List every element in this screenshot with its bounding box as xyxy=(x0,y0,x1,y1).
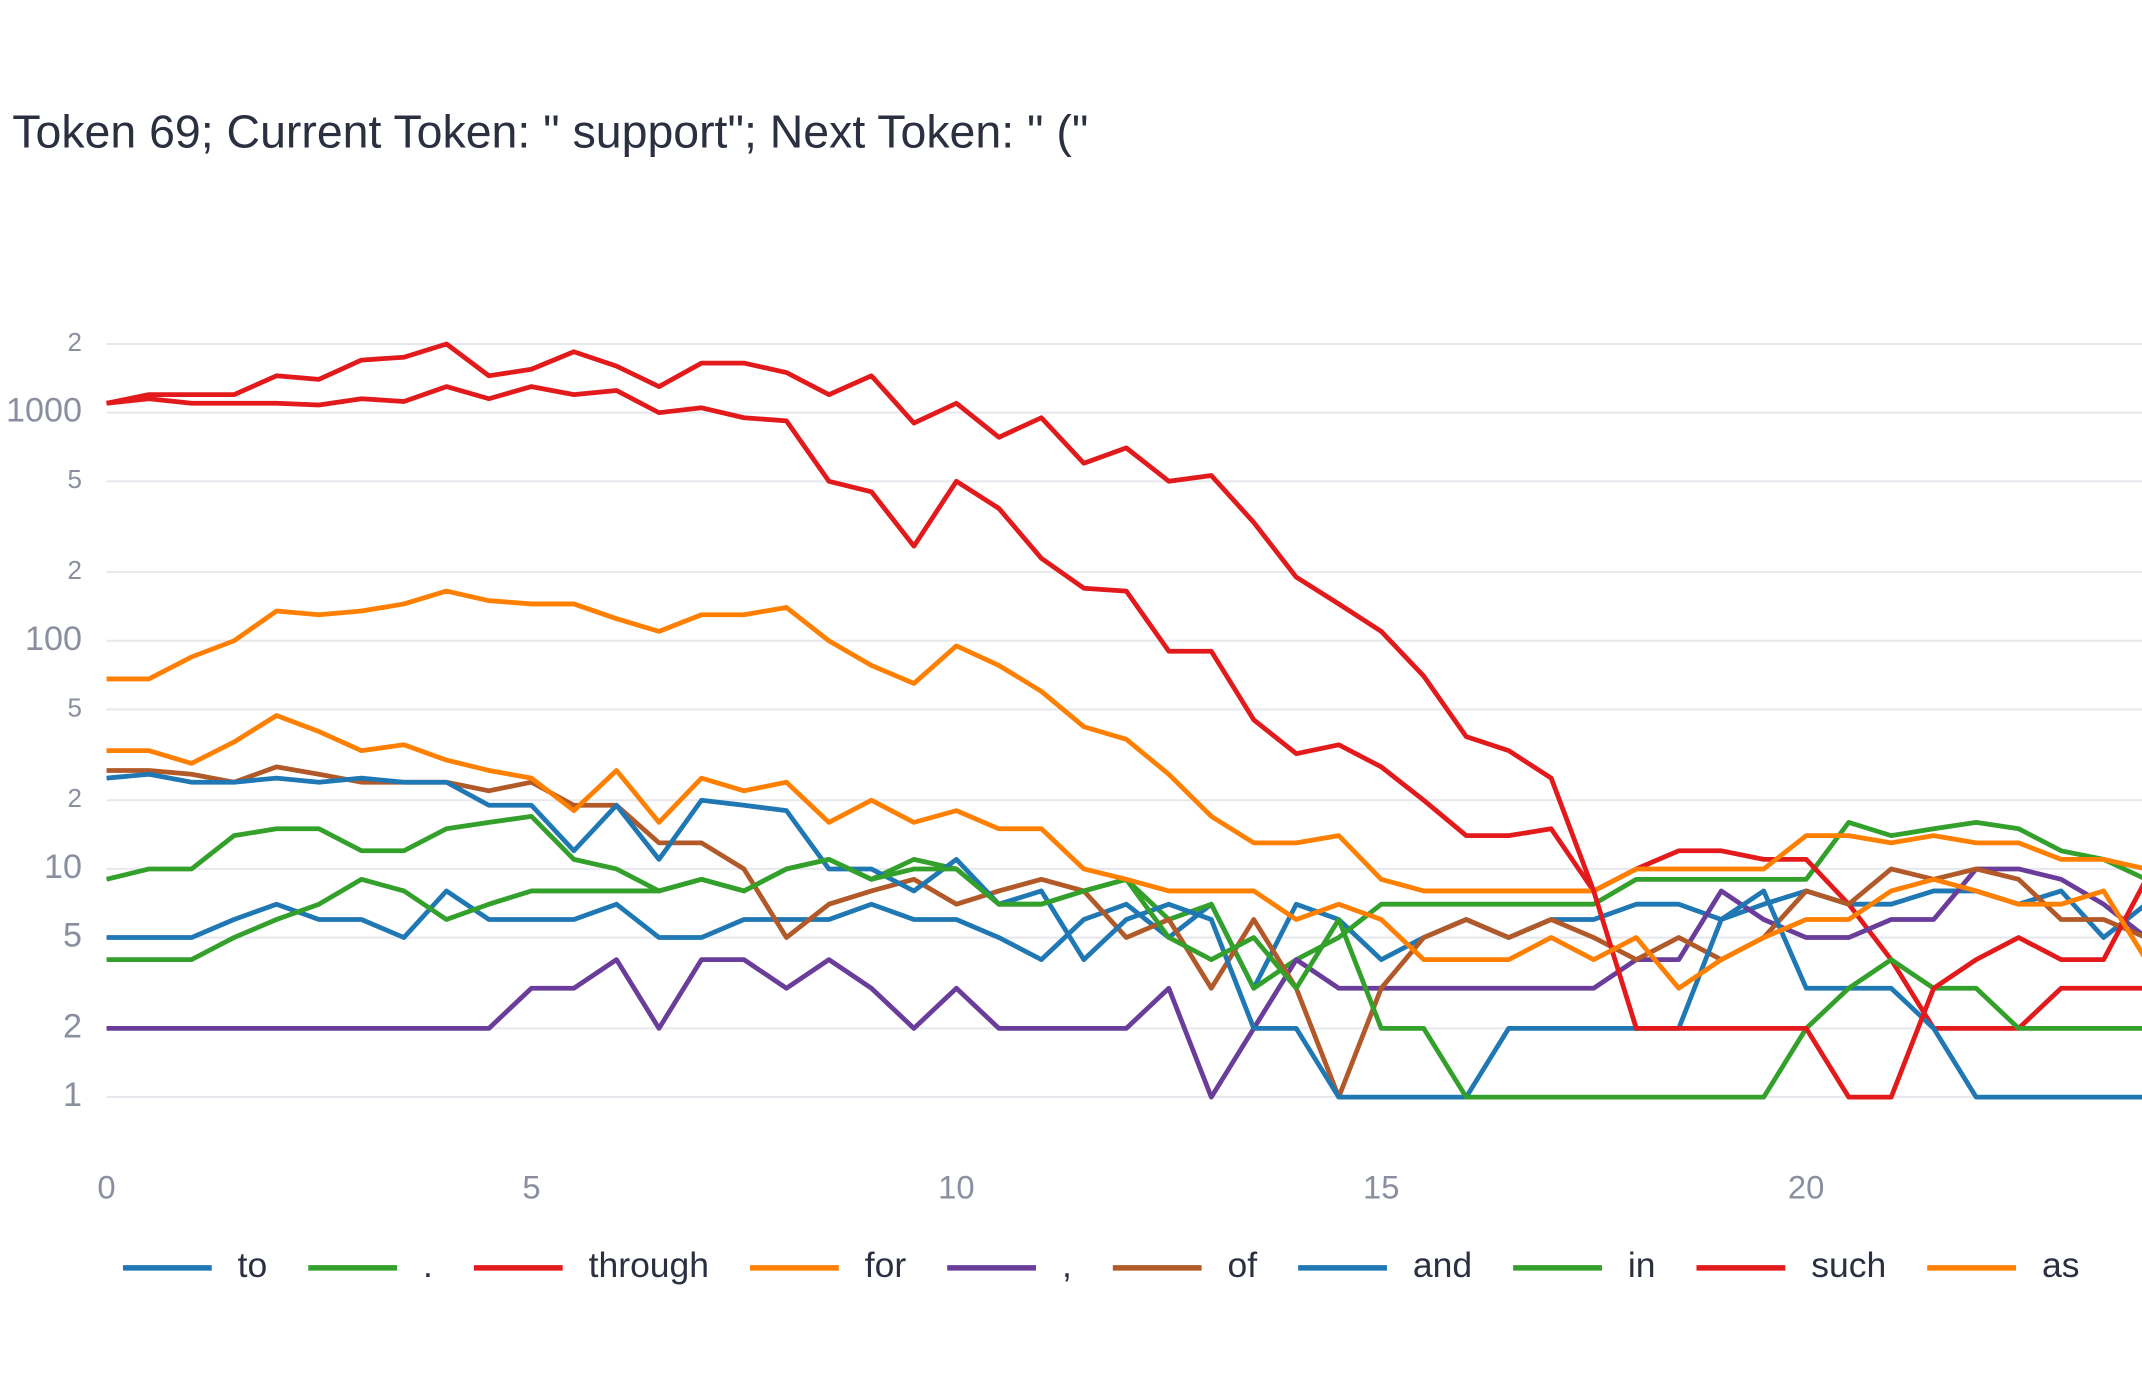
legend-label: as xyxy=(2042,1245,2080,1285)
series-line xyxy=(106,588,2142,894)
series-line xyxy=(106,341,2142,1100)
y-tick-label: 1000 xyxy=(6,392,82,430)
legend-label: in xyxy=(1628,1245,1656,1285)
legend-label: of xyxy=(1228,1245,1258,1285)
y-tick-label: 2 xyxy=(68,785,82,813)
y-tick-label: 100 xyxy=(25,620,82,658)
x-tick-label: 0 xyxy=(97,1169,115,1206)
y-tick-label: 5 xyxy=(63,917,82,955)
legend-label: , xyxy=(1062,1245,1072,1285)
y-tick-label: 5 xyxy=(68,694,82,722)
y-tick-label: 2 xyxy=(63,1007,82,1045)
y-tick-label: 2 xyxy=(68,557,82,585)
y-tick-label: 10 xyxy=(44,848,82,886)
legend: to. through for, of and in such as xyxy=(122,1245,2080,1285)
plot-area xyxy=(105,341,2142,1100)
series-line xyxy=(106,384,2142,1031)
series-line xyxy=(106,857,2142,1100)
y-tick-label: 2 xyxy=(68,329,82,357)
x-tick-label: 15 xyxy=(1363,1169,1399,1206)
legend-label: through xyxy=(589,1245,709,1285)
legend-label: such xyxy=(1811,1245,1886,1285)
y-tick-label: 5 xyxy=(68,466,82,494)
legend-label: for xyxy=(865,1245,907,1285)
series-line xyxy=(106,771,2142,1100)
legend-label: . xyxy=(423,1245,433,1285)
chart-title: Token 69; Current Token: " support"; Nex… xyxy=(12,106,1088,158)
x-tick-label: 5 xyxy=(522,1169,540,1206)
x-tick-label: 20 xyxy=(1788,1169,1824,1206)
series-line xyxy=(106,866,2142,1100)
y-tick-label: 1 xyxy=(63,1076,82,1114)
x-tick-label: 10 xyxy=(938,1169,974,1206)
series-line xyxy=(106,713,2142,991)
legend-label: to xyxy=(238,1245,268,1285)
legend-label: and xyxy=(1413,1245,1472,1285)
